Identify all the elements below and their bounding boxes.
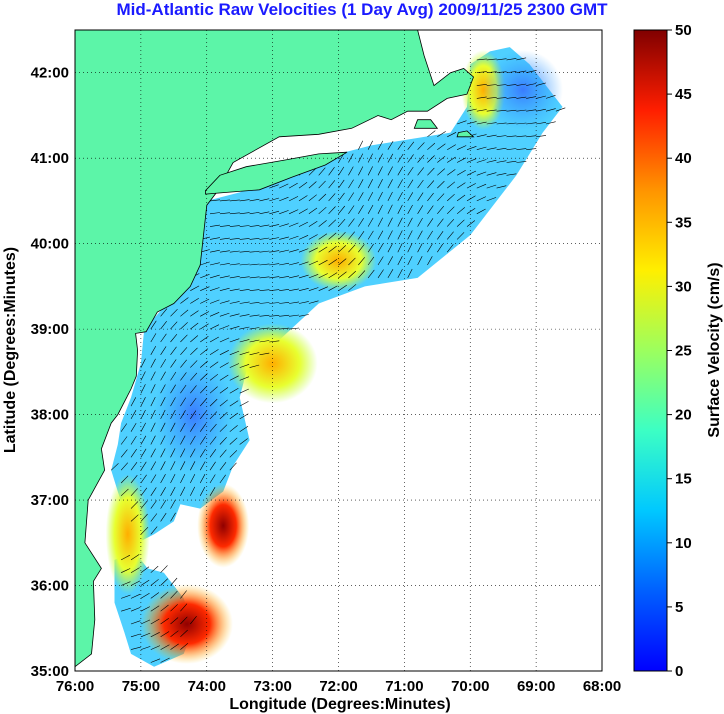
colorbar-tick-label: 15 [675, 471, 692, 488]
lon-tick-label: 72:00 [319, 678, 357, 695]
colorbar-tick-label: 25 [675, 343, 692, 360]
lat-tick-label: 36:00 [31, 578, 69, 595]
colorbar-ticks: 0 5 10 15 20 25 30 35 40 45 50 [667, 22, 692, 680]
speed-patch-coastal-south [105, 474, 150, 595]
longitude-tick-labels: 76:00 75:00 74:00 73:00 72:00 71:00 70:00 69:00… [56, 678, 621, 695]
land-long-island [204, 151, 348, 195]
lon-tick-label: 69:00 [517, 678, 555, 695]
lon-tick-label: 73:00 [253, 678, 291, 695]
colorbar-tick-label: 0 [675, 663, 683, 680]
colorbar-tick-label: 5 [675, 599, 683, 616]
x-axis-label: Longitude (Degrees:Minutes) [229, 696, 450, 713]
lon-tick-label: 70:00 [451, 678, 489, 695]
lat-tick-label: 42:00 [31, 65, 69, 82]
lon-tick-label: 68:00 [583, 678, 621, 695]
slow-patch-delmarva [153, 354, 234, 475]
colorbar-tick-label: 20 [675, 407, 692, 424]
latitude-tick-labels: 35:00 36:00 37:00 38:00 39:00 40:00 41:00 42:00 [31, 65, 69, 680]
current-vector-arrows [110, 57, 566, 663]
land-nantucket [456, 130, 475, 138]
lat-tick-label: 35:00 [31, 663, 69, 680]
colorbar-tick-label: 10 [675, 535, 692, 552]
speed-patch-hatteras [140, 583, 233, 664]
speed-patch-shelfbreak [300, 230, 377, 291]
y-axis-label: Latitude (Degrees:Minutes) [2, 247, 19, 453]
colorbar-label: Surface Velocity (cm/s) [706, 262, 723, 437]
map-plot-area [74, 29, 603, 672]
lat-tick-label: 37:00 [31, 492, 69, 509]
speed-patch-south-shelf [227, 323, 318, 404]
lat-tick-label: 40:00 [31, 236, 69, 253]
slow-patch-georges [482, 49, 563, 130]
lon-tick-label: 74:00 [188, 678, 226, 695]
plot-frame [74, 29, 603, 672]
lat-tick-label: 41:00 [31, 150, 69, 167]
colorbar-tick-label: 50 [675, 22, 692, 39]
colorbar: 0 5 10 15 20 25 30 35 40 45 50 Surface Velocity (c… [633, 22, 723, 680]
colorbar-tick-label: 35 [675, 214, 692, 231]
colorbar-tick-label: 30 [675, 278, 692, 295]
lat-tick-label: 39:00 [31, 321, 69, 338]
lon-tick-label: 76:00 [56, 678, 94, 695]
colorbar-tick-label: 45 [675, 86, 692, 103]
lon-tick-label: 71:00 [385, 678, 423, 695]
map-title: Mid-Atlantic Raw Velocities (1 Day Avg) … [116, 0, 608, 19]
speed-patch-gulfstream [197, 483, 250, 568]
vector-field [110, 57, 566, 663]
land-marthas-vineyard [413, 119, 439, 129]
lon-tick-label: 75:00 [122, 678, 160, 695]
colorbar-tick-label: 40 [675, 150, 692, 167]
colorbar-gradient [633, 29, 668, 672]
lat-tick-label: 38:00 [31, 407, 69, 424]
